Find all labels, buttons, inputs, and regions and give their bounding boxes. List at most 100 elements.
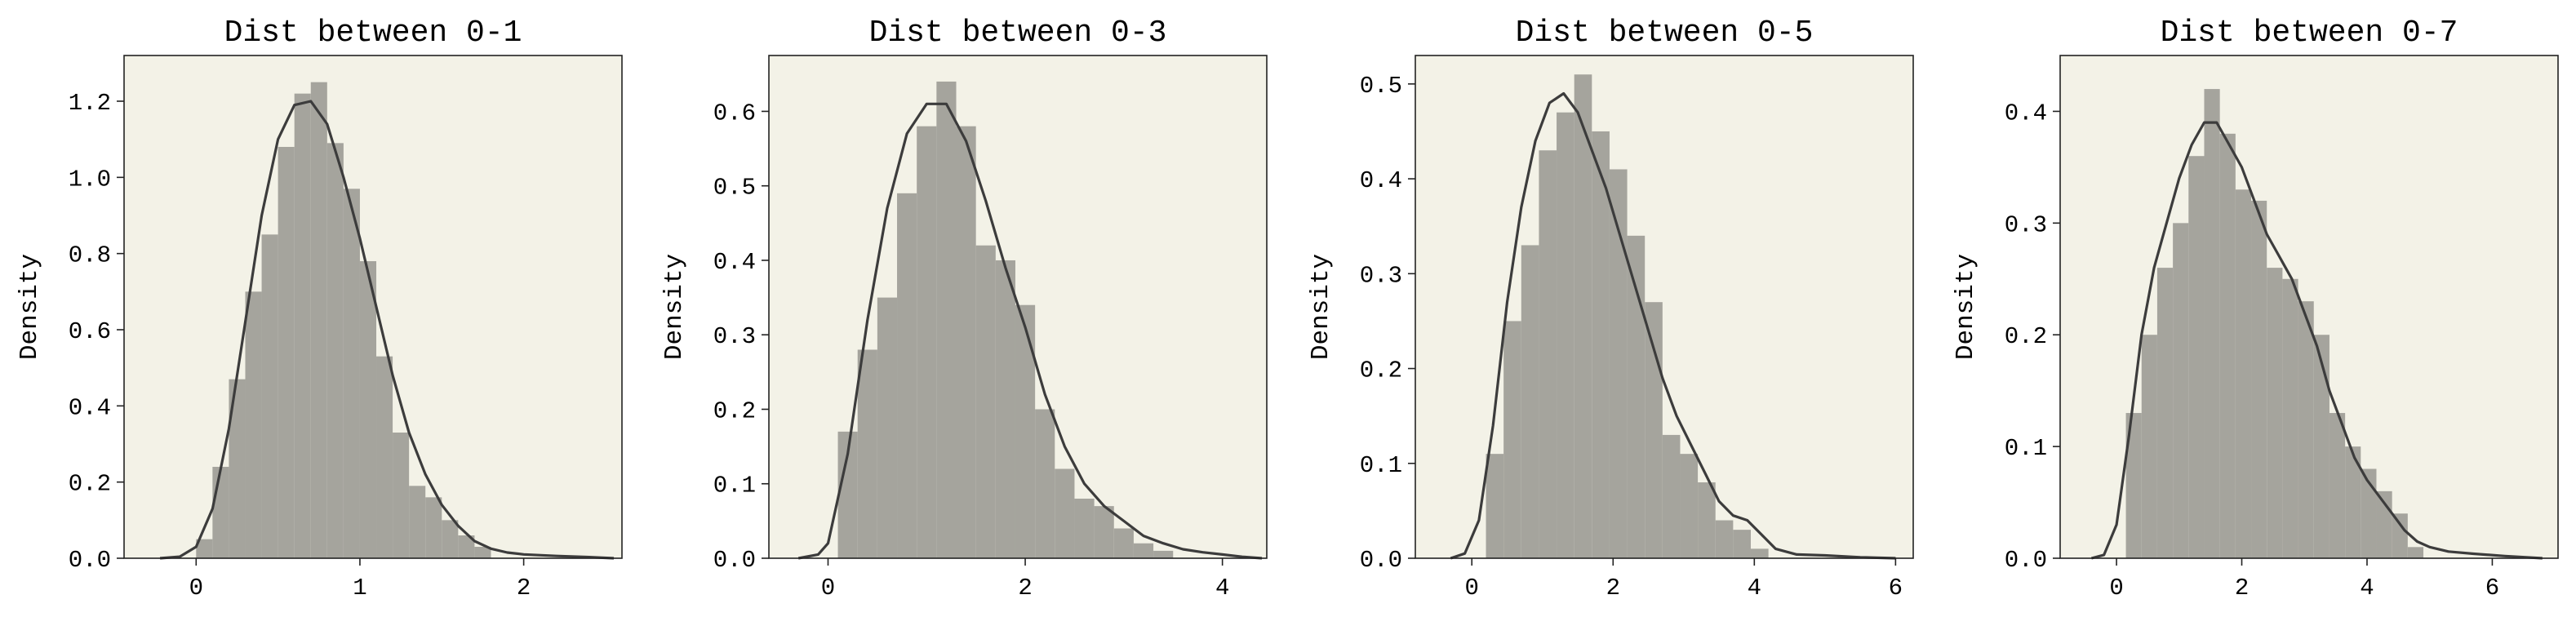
y-tick-label: 0.2 — [1360, 357, 1402, 384]
histogram-bar — [2125, 413, 2142, 558]
x-tick-label: 0 — [821, 575, 835, 601]
y-tick-label: 0.6 — [69, 318, 111, 345]
histogram-bar — [1035, 409, 1055, 558]
histogram-bar — [1574, 74, 1592, 558]
chart-panel-3: 0.0 0.1 0.2 0.3 0.4 0.5 0 2 4 6 Dist between 0-5 De… — [1307, 16, 1914, 601]
histogram-bar — [1733, 530, 1751, 558]
x-tick-label: 0 — [2109, 575, 2123, 601]
histogram-bar — [877, 297, 898, 558]
histogram-bar — [1133, 543, 1154, 558]
histogram-bar — [393, 433, 410, 558]
x-tick-label: 6 — [1889, 575, 1903, 601]
histogram-bar — [2156, 268, 2174, 558]
histogram-bar — [1539, 150, 1557, 558]
x-tick-label: 2 — [1018, 575, 1032, 601]
y-tick-label: 0.0 — [69, 547, 111, 574]
histogram-bar — [956, 126, 976, 558]
histogram-bar — [359, 261, 377, 558]
histogram-bar — [1074, 498, 1095, 558]
y-tick-label: 0.5 — [1360, 73, 1402, 100]
histogram-bar — [995, 260, 1015, 558]
chart-panel-1: 0.0 0.2 0.4 0.6 0.8 1.0 1.2 0 1 2 Dist between 0-1… — [16, 16, 623, 601]
histogram-bar — [1662, 434, 1681, 558]
histogram-bar — [2219, 133, 2236, 559]
chart-title: Dist between 0-7 — [2161, 16, 2458, 51]
x-tick-label: 4 — [2360, 575, 2374, 601]
y-tick-label: 1.2 — [69, 90, 111, 117]
histogram-bar — [2282, 278, 2298, 558]
y-tick-label: 0.5 — [713, 175, 756, 202]
kde-line — [2090, 121, 2543, 560]
histogram-bar — [1055, 468, 1075, 558]
histogram-bar — [2298, 301, 2314, 558]
histogram-bar — [897, 193, 917, 558]
histogram-bar — [1557, 112, 1574, 559]
y-tick-label: 0.1 — [713, 473, 756, 499]
x-tick-label: 2 — [517, 575, 531, 601]
histogram-bar — [1715, 520, 1734, 558]
histogram-bar — [1698, 482, 1716, 558]
y-tick-label: 0.4 — [69, 394, 111, 421]
histogram-bar — [376, 356, 393, 558]
y-tick-label: 0.6 — [713, 100, 756, 127]
axes-frame — [1415, 55, 1914, 559]
chart-panel-4: 0.0 0.1 0.2 0.3 0.4 0 2 4 6 Dist between 0-7 Densi… — [1952, 16, 2559, 601]
y-tick-label: 0.2 — [2005, 323, 2047, 350]
kde-line — [159, 100, 615, 560]
chart-title: Dist between 0-5 — [1516, 16, 1814, 51]
y-tick-label: 0.1 — [1360, 452, 1402, 479]
histogram-bar — [2407, 547, 2424, 558]
histogram-bar — [1680, 454, 1699, 558]
histogram-bar — [1592, 131, 1610, 558]
y-tick-label: 0.2 — [713, 397, 756, 424]
x-tick-label: 2 — [2235, 575, 2249, 601]
y-axis-label: Density — [660, 254, 689, 360]
chart-title: Dist between 0-3 — [869, 16, 1167, 51]
histogram-bar — [1521, 245, 1539, 558]
histogram-bar — [2188, 156, 2205, 558]
y-tick-label: 0.0 — [1360, 547, 1402, 574]
y-tick-label: 0.0 — [2005, 547, 2047, 574]
y-tick-label: 0.2 — [69, 471, 111, 498]
histogram-bar — [2329, 413, 2346, 558]
histogram-bar — [1750, 548, 1769, 558]
histogram-bar — [2313, 335, 2330, 558]
histogram-bar — [1645, 302, 1663, 558]
histogram-bar — [2267, 268, 2283, 558]
histogram-bar — [1153, 550, 1174, 558]
histogram-bar — [458, 535, 475, 558]
histogram-bar — [2173, 223, 2189, 558]
y-tick-label: 0.8 — [69, 242, 111, 269]
histogram-bar — [1627, 235, 1646, 558]
x-tick-label: 0 — [1465, 575, 1479, 601]
histogram-bar — [2345, 446, 2361, 558]
y-tick-label: 0.3 — [713, 323, 756, 350]
y-tick-label: 0.1 — [2005, 435, 2047, 462]
histogram-bar — [936, 81, 957, 559]
histogram-bar — [2204, 89, 2220, 559]
histogram-bar — [409, 486, 426, 558]
y-tick-label: 0.4 — [2005, 100, 2047, 127]
histogram-bar — [229, 379, 246, 558]
y-tick-label: 1.0 — [69, 166, 111, 193]
histogram-bar — [326, 143, 344, 559]
histogram-bar — [975, 245, 996, 558]
axes-frame — [2059, 55, 2559, 559]
y-tick-label: 0.3 — [2005, 211, 2047, 238]
histogram-bar — [442, 520, 459, 558]
histogram-bar — [2141, 335, 2157, 558]
histogram-bar — [474, 547, 491, 558]
y-tick-label: 0.4 — [1360, 167, 1402, 194]
chart-panel-2: 0.0 0.1 0.2 0.3 0.4 0.5 0.6 0 2 4 Dist between 0-3… — [660, 16, 1268, 601]
histogram-bar — [425, 497, 442, 558]
histogram-bar — [278, 147, 295, 558]
x-tick-label: 4 — [1748, 575, 1761, 601]
histogram-bar — [2361, 468, 2377, 558]
histogram-bar — [1015, 304, 1036, 558]
histogram-bar — [196, 539, 213, 558]
y-axis-label: Density — [1952, 254, 1980, 360]
x-tick-label: 2 — [1606, 575, 1620, 601]
y-axis-label: Density — [16, 254, 44, 360]
kde-line — [797, 102, 1263, 560]
